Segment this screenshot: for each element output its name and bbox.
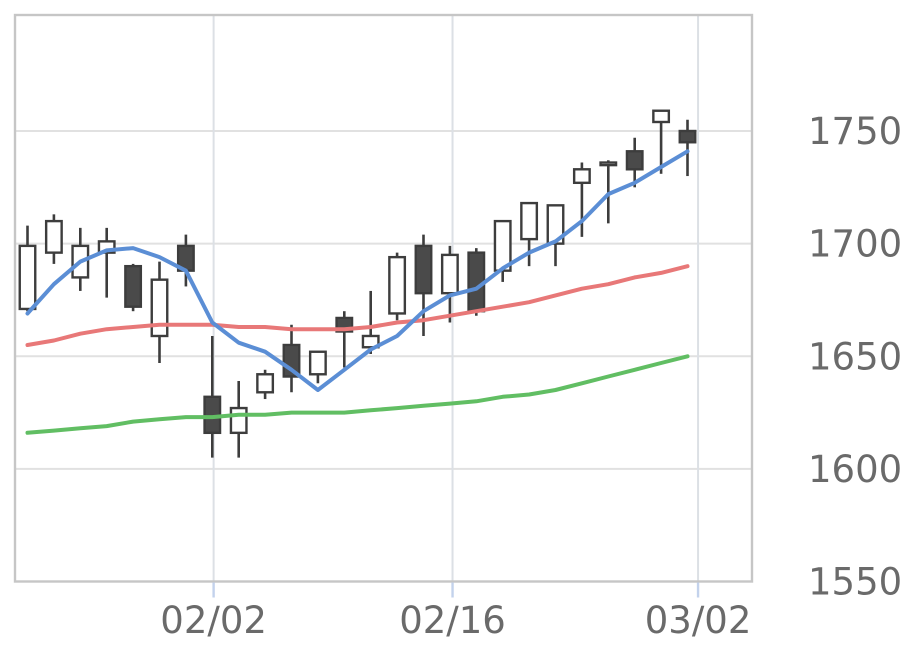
y-tick-label: 1550 — [808, 561, 902, 604]
candle-body-up — [440, 253, 459, 295]
ma-short-line — [25, 149, 690, 392]
candle-body-up — [546, 204, 565, 245]
candle-body-up — [256, 373, 275, 394]
y-tick-label: 1650 — [808, 335, 902, 378]
candle-body-up — [599, 161, 618, 167]
y-tick-label: 1700 — [808, 223, 902, 266]
candle-body-up — [388, 255, 407, 315]
candle-body-up — [572, 168, 591, 185]
candle-body-up — [97, 240, 116, 254]
y-tick-label: 1750 — [808, 110, 902, 153]
ma-mid-line — [25, 264, 690, 347]
candle-body-down — [678, 129, 697, 144]
candle-body-up — [652, 109, 671, 124]
candle-body-up — [520, 201, 539, 241]
candle-body-up — [18, 244, 37, 311]
x-tick-label: 02/02 — [160, 599, 267, 642]
ma-long-line — [25, 354, 690, 435]
candle-body-up — [150, 278, 169, 338]
candle-body-up — [361, 334, 380, 349]
x-tick-label: 03/02 — [645, 599, 752, 642]
candle-body-down — [625, 150, 644, 171]
y-tick-label: 1600 — [808, 448, 902, 491]
plot-border — [13, 13, 754, 583]
candle-body-down — [124, 264, 143, 308]
candle-body-up — [229, 406, 248, 435]
candle-body-down — [467, 251, 486, 313]
candle-body-up — [308, 350, 327, 376]
candle-body-down — [414, 244, 433, 295]
candle-body-up — [44, 219, 63, 254]
x-tick-label: 02/16 — [399, 599, 506, 642]
